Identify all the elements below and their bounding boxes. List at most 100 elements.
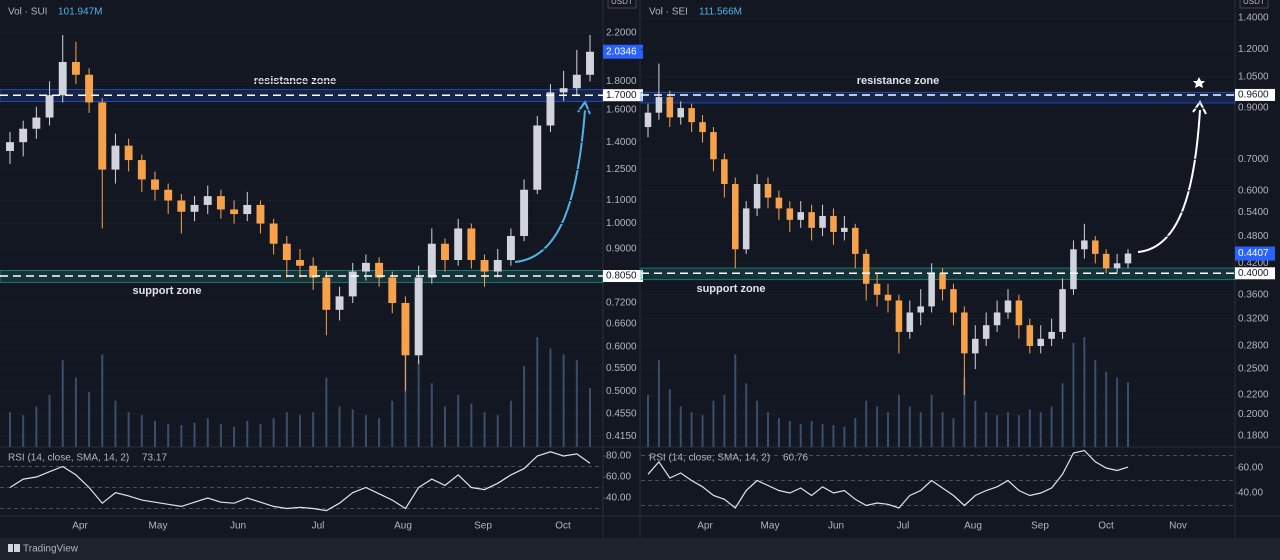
y-tick-label: 0.5500 [606, 363, 637, 374]
rsi-legend: RSI (14, close, SMA, 14, 2) [8, 453, 129, 464]
rsi-tick-label: 40.00 [606, 493, 631, 504]
brand-logo [8, 544, 20, 552]
candle-body [520, 189, 529, 236]
candle-body [533, 125, 542, 190]
rsi-line [9, 451, 591, 512]
volume-bar [140, 415, 143, 447]
volume-bar [338, 406, 341, 447]
volume-bar [1007, 412, 1009, 447]
candle-body [19, 128, 28, 143]
volume-bar [701, 415, 704, 447]
volume-bar [723, 394, 726, 447]
candle-body [862, 253, 870, 284]
volume-bar [562, 354, 565, 447]
y-tick-label: 0.6000 [606, 342, 637, 353]
volume-bar [897, 394, 900, 447]
volume-bar [996, 415, 999, 447]
y-tick-label: 2.2000 [606, 27, 637, 38]
y-tick-label: 0.4150 [606, 431, 637, 442]
candle-body [124, 145, 133, 161]
volume-bar [391, 400, 394, 447]
volume-bar [325, 377, 328, 447]
volume-bar [470, 403, 473, 447]
y-tick-label: 0.4200 [1238, 258, 1269, 269]
candle-body [6, 142, 14, 151]
volume-bar [351, 409, 354, 447]
candle-body [309, 265, 318, 278]
volume-bar [985, 412, 988, 447]
candle-body [282, 243, 291, 261]
candle-body [85, 74, 94, 103]
candle-body [677, 108, 684, 118]
volume-bar [810, 420, 813, 447]
volume-bar [974, 400, 977, 447]
level-tag [603, 270, 643, 283]
candle-body [950, 289, 957, 313]
volume-bar [259, 423, 262, 447]
candle-body [1070, 249, 1077, 290]
candle-body [493, 260, 502, 272]
candle-body [348, 271, 357, 297]
volume-bar [549, 348, 552, 447]
candle-body [177, 200, 186, 212]
volume-bar [843, 426, 846, 447]
x-tick-label: Jul [312, 521, 325, 532]
y-tick-label: 0.5400 [1238, 207, 1269, 218]
x-tick-label: May [149, 521, 168, 532]
footer-bar [0, 538, 1280, 560]
y-tick-label: 0.3200 [1238, 313, 1269, 324]
x-tick-label: Sep [474, 521, 492, 532]
volume-bar [22, 415, 25, 447]
y-tick-label: 1.8000 [606, 76, 637, 87]
y-tick-label: 1.4000 [1238, 13, 1269, 24]
level-tag [603, 89, 643, 102]
candle-body [414, 277, 423, 356]
candle-body [216, 196, 225, 210]
volume-bar [821, 423, 824, 447]
level-label: 1.7000 [606, 90, 637, 101]
volume-bar [193, 422, 196, 447]
candle-body [230, 209, 239, 215]
brand: TradingView [23, 544, 79, 555]
candle-body [1048, 331, 1055, 339]
volume-bar [1028, 409, 1031, 447]
candle-body [939, 273, 946, 290]
volume-bar [233, 426, 236, 447]
volume-bar [285, 412, 288, 447]
candle-body [699, 122, 706, 133]
x-tick-label: May [761, 521, 780, 532]
y-tick-label: 0.7000 [1238, 154, 1269, 165]
candle-body [269, 223, 278, 244]
volume-bar [9, 412, 11, 447]
candle-body [467, 228, 476, 261]
volume-bar [114, 400, 117, 447]
volume-legend: Vol · SUI [8, 7, 47, 18]
volume-bar [523, 365, 526, 447]
candle-body [243, 204, 252, 215]
rsi-tick-label: 80.00 [606, 451, 631, 462]
y-tick-label: 0.2800 [1238, 341, 1269, 352]
volume-bar [88, 392, 91, 447]
candle-body [1059, 289, 1066, 332]
volume-bar [496, 415, 499, 447]
candle-body [917, 306, 924, 313]
candle-body [1037, 338, 1044, 346]
candle-body [203, 196, 212, 205]
volume-legend-value: 101.947M [58, 7, 102, 18]
candle-body [506, 235, 515, 261]
zone-band [640, 91, 1236, 104]
candle-body [961, 312, 968, 354]
volume-bar [61, 360, 64, 447]
candle-body [775, 197, 783, 209]
y-tick-label: 0.5000 [606, 386, 637, 397]
volume-bar [1105, 371, 1108, 447]
volume-bar [734, 354, 737, 447]
candle-body [742, 208, 750, 250]
y-tick-label: 0.2000 [1238, 409, 1269, 420]
volume-bar [589, 387, 591, 447]
volume-bar [430, 383, 433, 447]
volume-bar [941, 412, 944, 447]
volume-bar [799, 423, 802, 447]
candle-body [190, 204, 199, 212]
y-tick-label: 0.6600 [606, 319, 637, 330]
